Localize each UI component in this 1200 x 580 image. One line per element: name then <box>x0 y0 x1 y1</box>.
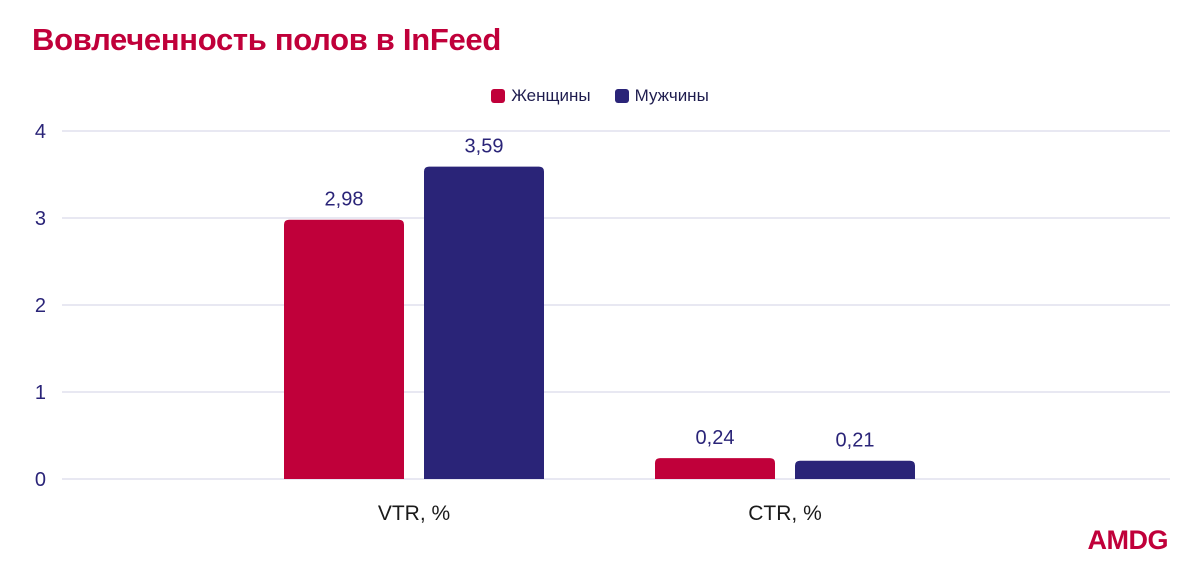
x-category-label: VTR, % <box>378 502 450 525</box>
bar-men-0 <box>424 166 544 480</box>
bar-men-1 <box>795 460 915 479</box>
bar-women-1 <box>655 458 775 479</box>
data-label: 2,98 <box>325 189 364 211</box>
legend-label-women: Женщины <box>511 86 591 105</box>
y-tick-label: 1 <box>35 382 46 404</box>
data-label: 3,59 <box>465 136 504 158</box>
chart-title: Вовлеченность полов в InFeed <box>32 22 501 57</box>
legend-swatch-women <box>491 89 506 103</box>
y-tick-label: 3 <box>35 208 46 230</box>
data-label: 0,21 <box>836 430 875 452</box>
x-category-label: CTR, % <box>748 502 822 525</box>
legend-item-men: Мужчины <box>614 86 709 106</box>
y-tick-label: 2 <box>35 295 46 317</box>
brand-logo: AMDG <box>1087 525 1169 555</box>
legend-label-men: Мужчины <box>634 86 709 105</box>
y-tick-label: 0 <box>35 469 46 491</box>
legend-swatch-men <box>614 89 629 103</box>
data-label: 0,24 <box>696 427 735 449</box>
y-tick-label: 4 <box>35 121 46 143</box>
bar-women-0 <box>284 219 404 480</box>
chart-legend: Женщины Мужчины <box>0 86 1200 106</box>
legend-item-women: Женщины <box>491 86 591 106</box>
